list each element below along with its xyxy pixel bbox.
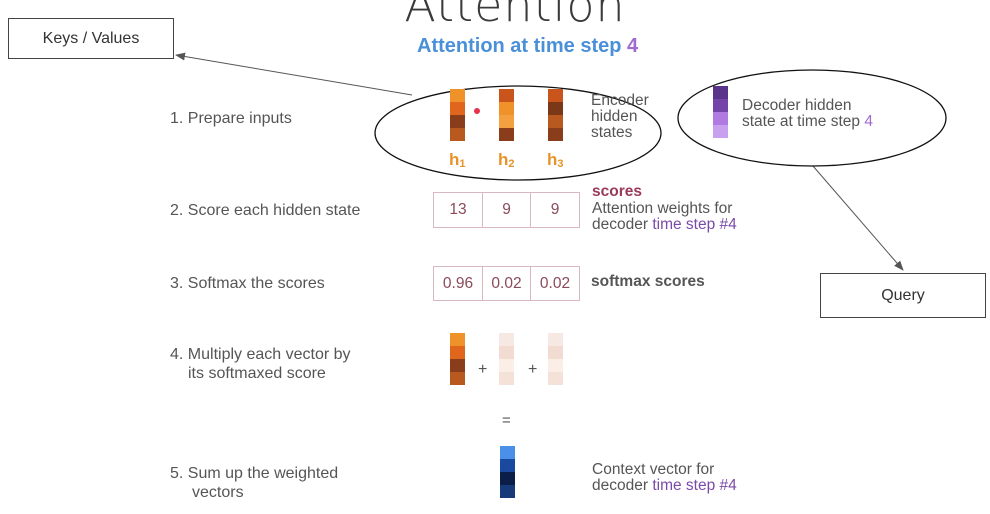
vector-cell	[548, 128, 563, 141]
softmax-cell: 0.96	[434, 267, 483, 300]
vector-cell	[499, 115, 514, 128]
vector-cell	[499, 372, 514, 385]
vector-cell	[548, 115, 563, 128]
decoder-desc-line2: state at time step 4	[742, 113, 873, 130]
h2-label: h2	[498, 150, 515, 170]
vector-cell	[450, 115, 465, 128]
softmax-title: softmax scores	[591, 273, 705, 290]
encoder-desc-line3: states	[591, 124, 633, 141]
decoder-ellipse	[677, 69, 947, 167]
context-desc-line1: Context vector for	[592, 461, 715, 478]
query-box: Query	[820, 273, 986, 318]
vector-cell	[500, 459, 515, 472]
encoder-vector-h2	[499, 89, 514, 141]
vector-cell	[548, 346, 563, 359]
step-5-label: 5. Sum up the weighted vectors	[170, 464, 338, 502]
vector-cell	[713, 86, 728, 99]
decoder-description: Decoder hidden state at time step 4	[742, 98, 873, 130]
step-4-line2: its softmaxed score	[188, 365, 326, 382]
subtitle-text: Attention at time step	[417, 35, 622, 57]
decoder-desc-line1: Decoder hidden	[742, 97, 852, 114]
equals-sign: =	[502, 412, 511, 429]
softmax-cell: 0.02	[539, 274, 571, 292]
score-cell: 9	[483, 193, 531, 227]
vector-cell	[450, 102, 465, 115]
softmax-row: 0.96 0.02 0.02	[433, 266, 580, 301]
score-cell: 9	[550, 201, 560, 218]
vector-cell	[548, 372, 563, 385]
vector-cell	[499, 128, 514, 141]
score-cell: 13	[434, 193, 483, 227]
context-vector	[500, 446, 515, 498]
subtitle: Attention at time step 4	[417, 35, 638, 58]
step-5-line2: vectors	[192, 484, 244, 501]
weighted-vector-h3	[548, 333, 563, 385]
scores-title: scores	[592, 183, 642, 200]
vector-cell	[548, 359, 563, 372]
query-arrow	[812, 165, 904, 271]
vector-cell	[450, 359, 465, 372]
encoder-vector-h3	[548, 89, 563, 141]
context-description: Context vector for decoder time step #4	[592, 462, 737, 494]
step-2-label: 2. Score each hidden state	[170, 202, 361, 219]
vector-cell	[548, 102, 563, 115]
vector-cell	[450, 333, 465, 346]
vector-cell	[499, 102, 514, 115]
weighted-vector-h2	[499, 333, 514, 385]
subtitle-step: 4	[627, 35, 639, 57]
encoder-ellipse	[374, 85, 662, 181]
vector-cell	[450, 346, 465, 359]
vector-cell	[499, 89, 514, 102]
encoder-description: Encoder hidden states	[591, 93, 649, 141]
plus-sign: +	[478, 361, 488, 378]
step-5-line1: 5. Sum up the weighted	[170, 465, 339, 482]
vector-cell	[713, 112, 728, 125]
context-desc-line2: decoder time step #4	[592, 477, 737, 494]
vector-cell	[548, 89, 563, 102]
dot-marker	[474, 108, 480, 114]
vector-cell	[500, 472, 515, 485]
vector-cell	[548, 333, 563, 346]
vector-cell	[500, 485, 515, 498]
encoder-vector-h1	[450, 89, 465, 141]
h3-label: h3	[547, 150, 564, 170]
vector-cell	[450, 372, 465, 385]
h1-label: h1	[449, 150, 466, 170]
vector-cell	[499, 333, 514, 346]
scores-desc-line1: Attention weights for	[592, 200, 733, 217]
vector-cell	[450, 128, 465, 141]
scores-desc-line2: decoder time step #4	[592, 216, 737, 233]
softmax-cell: 0.02	[483, 267, 531, 300]
keys-values-arrow	[175, 52, 413, 96]
weighted-vector-h1	[450, 333, 465, 385]
decoder-vector	[713, 86, 728, 138]
vector-cell	[713, 125, 728, 138]
plus-sign: +	[528, 361, 538, 378]
step-4-label: 4. Multiply each vector by its softmaxed…	[170, 345, 351, 383]
step-3-label: 3. Softmax the scores	[170, 275, 325, 292]
encoder-desc-line1: Encoder	[591, 92, 649, 109]
step-1-label: 1. Prepare inputs	[170, 110, 292, 127]
page-title: Attention	[404, 0, 626, 32]
keys-values-box: Keys / Values	[8, 18, 174, 59]
step-4-line1: 4. Multiply each vector by	[170, 346, 351, 363]
vector-cell	[713, 99, 728, 112]
encoder-desc-line2: hidden	[591, 108, 638, 125]
scores-description: Attention weights for decoder time step …	[592, 201, 737, 233]
vector-cell	[499, 359, 514, 372]
vector-cell	[500, 446, 515, 459]
vector-cell	[450, 89, 465, 102]
scores-row: 13 9 9	[433, 192, 580, 228]
vector-cell	[499, 346, 514, 359]
